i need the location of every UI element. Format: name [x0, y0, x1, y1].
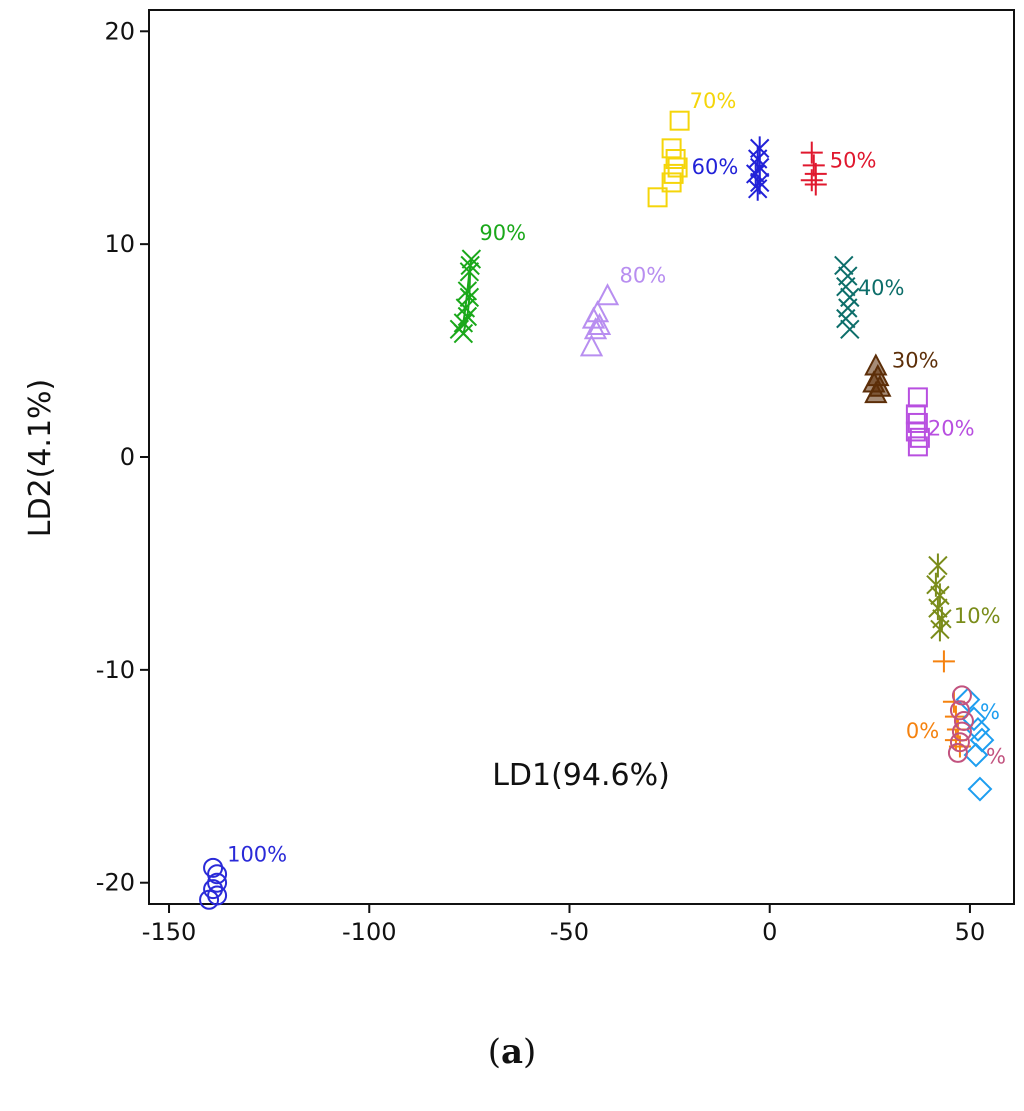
group-label: 40%	[858, 276, 905, 300]
y-axis-title: LD2(4.1%)	[23, 379, 58, 538]
data-point	[800, 169, 823, 192]
data-point	[460, 255, 480, 276]
group-label: 30%	[892, 349, 939, 373]
x-tick-label: -50	[550, 918, 589, 946]
data-point	[834, 255, 854, 276]
data-point	[802, 154, 825, 177]
data-point	[457, 281, 478, 301]
data-point	[661, 172, 682, 193]
data-point	[836, 308, 856, 329]
caption-open-paren: (	[487, 1032, 501, 1072]
group-label: 60%	[692, 155, 739, 179]
data-point	[840, 319, 860, 339]
group-label: 80%	[620, 263, 667, 287]
y-tick-label: 0	[120, 443, 135, 471]
data-point	[667, 157, 688, 178]
series-90-	[449, 249, 482, 344]
x-tick-label: 0	[762, 918, 777, 946]
series-20-	[905, 387, 930, 457]
data-point	[951, 685, 972, 706]
data-point	[459, 262, 480, 282]
x-tick-label: 50	[955, 918, 986, 946]
plot-area	[148, 9, 1015, 905]
data-point	[207, 864, 228, 885]
series-10-	[926, 553, 952, 642]
group-label: 70%	[690, 89, 737, 113]
series-100-	[199, 857, 228, 910]
y-tick-label: 20	[104, 17, 135, 45]
data-point	[587, 312, 612, 336]
data-point	[747, 176, 768, 201]
data-point	[836, 277, 856, 297]
data-point	[199, 889, 220, 910]
group-label: 10%	[954, 604, 1001, 628]
y-tick-label: 10	[104, 230, 135, 258]
data-point	[907, 436, 928, 457]
group-labels: 100% 90% 80% 70% 60% 50% 40% 30% 20% 10% 0%%%	[227, 89, 1006, 867]
data-point	[647, 187, 668, 208]
caption-letter: a	[500, 1032, 524, 1072]
y-tick-label: -10	[96, 656, 135, 684]
data-point	[595, 283, 620, 306]
data-point	[949, 732, 970, 753]
data-point	[583, 317, 608, 340]
data-point	[967, 776, 993, 802]
x-axis-title: LD1(94.6%)	[492, 758, 670, 793]
data-point	[905, 421, 926, 442]
data-point	[864, 380, 888, 404]
y-tick-label: -20	[96, 869, 135, 897]
series-circle-group	[947, 685, 974, 763]
series-40-	[834, 255, 860, 339]
series-60-	[745, 136, 770, 201]
data-point	[932, 650, 955, 673]
group-label: 90%	[479, 221, 526, 245]
data-point	[800, 141, 823, 164]
series-70-	[647, 110, 690, 208]
data-point	[949, 700, 970, 721]
data-point	[928, 553, 948, 578]
data-point	[459, 287, 480, 308]
group-label: 20%	[928, 417, 975, 441]
data-point	[951, 721, 972, 742]
caption-close-paren: )	[523, 1032, 537, 1072]
x-tick-label: -150	[142, 918, 196, 946]
data-point	[453, 323, 474, 344]
figure-caption: (a)	[0, 1032, 1024, 1072]
series-80-	[579, 283, 620, 357]
group-label: 0%	[906, 719, 939, 743]
data-point	[457, 306, 478, 327]
series-50-	[800, 141, 827, 196]
data-point	[661, 138, 682, 159]
data-point	[669, 110, 690, 131]
group-label: %	[986, 745, 1006, 769]
group-label: 50%	[830, 149, 877, 173]
group-label: %	[980, 700, 1000, 724]
data-point	[953, 710, 974, 731]
data-point	[963, 742, 989, 768]
plot-frame	[148, 9, 1015, 905]
x-tick-label: -100	[342, 918, 396, 946]
data-marks	[199, 110, 995, 910]
data-point	[579, 334, 604, 357]
data-point	[930, 617, 950, 642]
data-point	[947, 742, 968, 763]
series-30-	[862, 353, 892, 404]
group-label: 100%	[227, 842, 287, 866]
data-point	[804, 173, 827, 196]
